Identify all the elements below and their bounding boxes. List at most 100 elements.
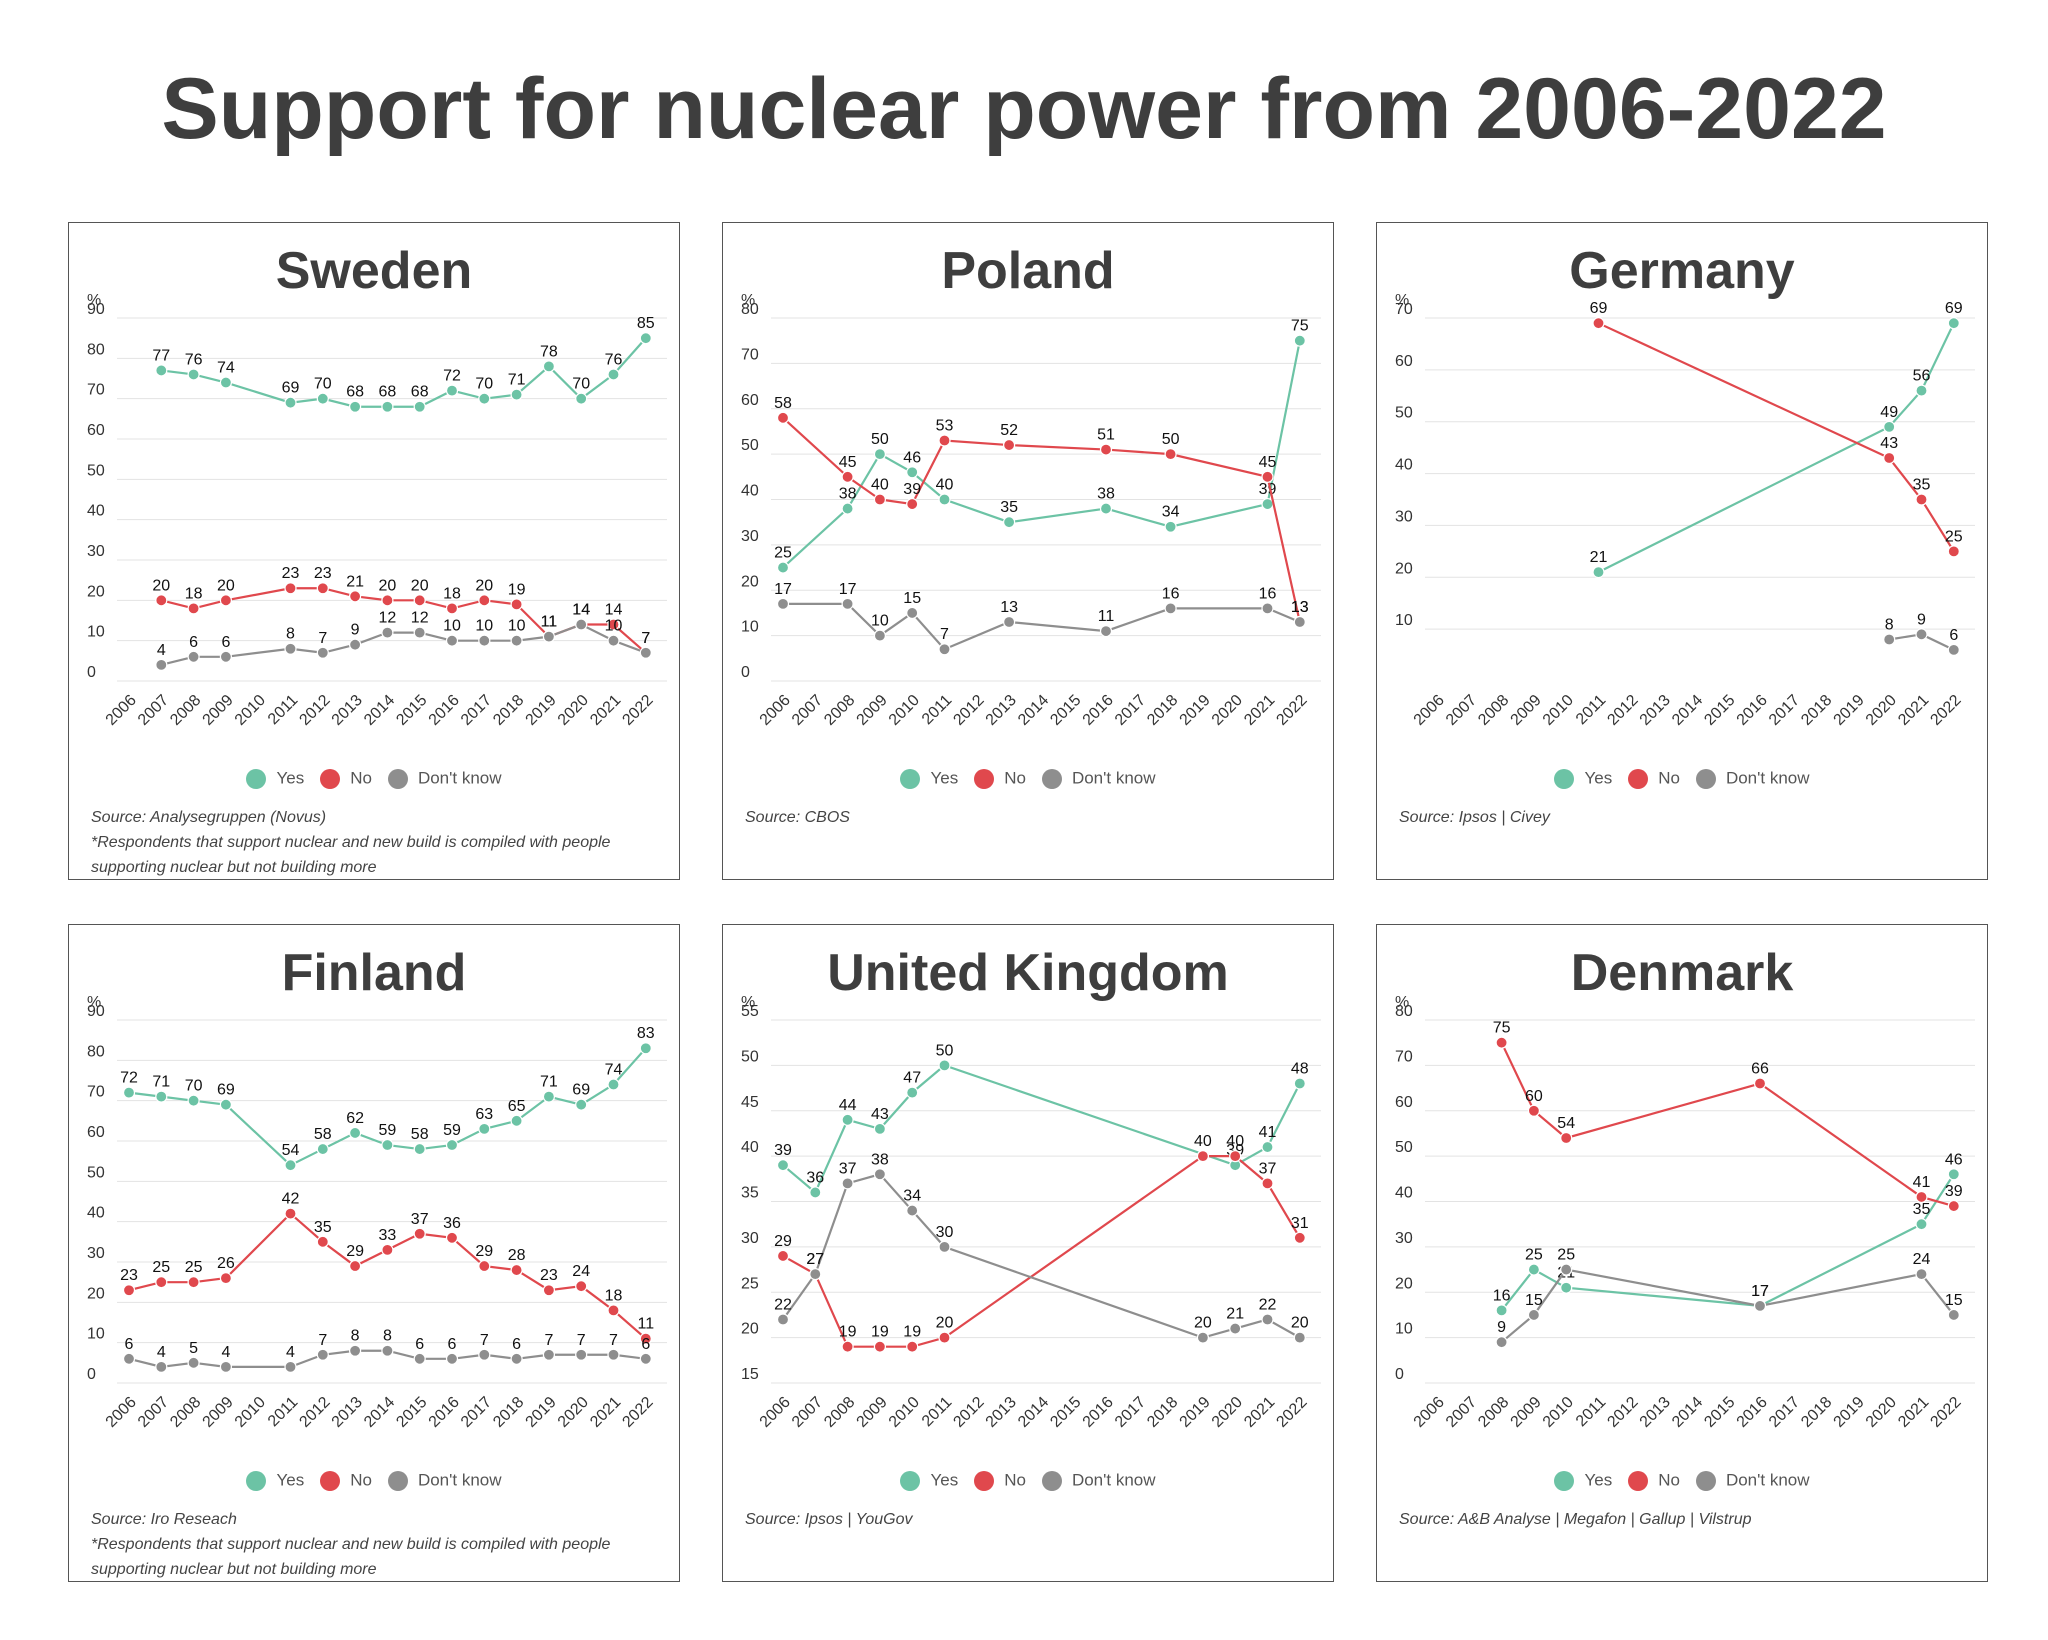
y-tick-label: 10 <box>87 1326 105 1343</box>
data-label: 72 <box>443 368 461 385</box>
data-point <box>381 1243 394 1256</box>
x-tick-label: 2009 <box>200 692 237 729</box>
series-line-yes <box>1500 1173 1955 1312</box>
data-label: 10 <box>508 618 526 635</box>
data-point <box>575 618 588 631</box>
data-label: 11 <box>637 1316 654 1333</box>
data-point <box>284 1159 297 1172</box>
data-point <box>1293 1077 1306 1090</box>
legend-item-yes: Yes <box>246 768 304 789</box>
y-tick-label: 60 <box>1395 353 1413 370</box>
data-point <box>1099 443 1113 456</box>
data-point <box>542 360 555 373</box>
data-point <box>1915 1218 1928 1231</box>
y-tick-label: 30 <box>741 528 759 545</box>
x-tick-label: 2010 <box>886 1394 923 1431</box>
legend-swatch <box>1628 768 1649 789</box>
data-point <box>639 1332 652 1345</box>
legend-swatch <box>387 1470 408 1491</box>
y-tick-label: 10 <box>1395 1321 1413 1338</box>
y-tick-label: 40 <box>1395 1185 1413 1202</box>
data-point <box>219 376 232 389</box>
data-point <box>1947 545 1960 558</box>
y-unit-label: % <box>87 994 101 1011</box>
data-point <box>284 1207 297 1220</box>
source-text: Source: CBOS <box>745 809 850 826</box>
x-tick-label: 2019 <box>1831 1394 1868 1431</box>
x-tick-label: 2011 <box>265 692 301 728</box>
data-label: 7 <box>318 1332 327 1349</box>
data-point <box>873 1168 886 1181</box>
data-label: 7 <box>544 1332 553 1349</box>
x-tick-label: 2020 <box>1863 692 1900 729</box>
data-point <box>122 1086 136 1099</box>
chart-title: United Kingdom <box>827 944 1229 1002</box>
data-label: 24 <box>1913 1251 1931 1268</box>
data-label: 7 <box>641 630 650 647</box>
series-line-yes <box>782 340 1301 569</box>
data-label: 23 <box>120 1267 138 1284</box>
chart-legend: Yes No Don't know <box>723 768 1333 789</box>
y-tick-label: 50 <box>87 1164 105 1181</box>
data-label: 38 <box>871 1151 889 1168</box>
data-label: 65 <box>508 1098 526 1115</box>
data-point <box>607 1078 620 1091</box>
y-tick-label: 90 <box>87 1003 105 1020</box>
data-label: 21 <box>346 573 364 590</box>
data-point <box>510 598 523 611</box>
data-point <box>1915 493 1928 506</box>
series-line-dk <box>782 1173 1301 1339</box>
x-tick-label: 2012 <box>296 1394 333 1431</box>
data-label: 59 <box>443 1122 461 1139</box>
data-point <box>1164 448 1177 461</box>
data-label: 47 <box>903 1070 921 1087</box>
data-label: 21 <box>1226 1306 1244 1323</box>
x-tick-label: 2006 <box>757 1394 794 1431</box>
series-line-dk <box>783 602 1301 651</box>
legend-item-yes: Yes <box>246 1470 304 1491</box>
data-label: 52 <box>1000 422 1018 439</box>
data-label: 54 <box>1557 1115 1575 1132</box>
x-tick-label: 2018 <box>1144 692 1181 729</box>
x-tick-label: 2014 <box>361 1394 398 1431</box>
data-label: 85 <box>637 315 655 332</box>
data-point <box>1560 1263 1573 1276</box>
data-point <box>1229 1322 1242 1335</box>
data-label: 16 <box>1259 585 1277 602</box>
data-point <box>1947 1168 1960 1181</box>
x-tick-label: 2019 <box>523 692 560 729</box>
data-point <box>219 1098 232 1111</box>
data-label: 60 <box>1525 1088 1543 1105</box>
legend-label: No <box>1004 768 1026 788</box>
x-tick-label: 2012 <box>950 1394 987 1431</box>
data-label: 25 <box>774 545 792 562</box>
data-label: 56 <box>1913 368 1931 385</box>
data-point <box>575 1098 588 1111</box>
x-tick-label: 2008 <box>167 692 204 729</box>
x-tick-label: 2010 <box>886 692 923 729</box>
data-label: 72 <box>120 1070 138 1087</box>
data-point <box>575 1280 588 1293</box>
data-label: 20 <box>217 577 235 594</box>
y-tick-label: 15 <box>741 1366 759 1383</box>
data-label: 29 <box>475 1243 493 1260</box>
data-point <box>1560 1281 1573 1294</box>
data-point <box>122 1284 136 1297</box>
data-point <box>187 650 200 663</box>
data-label: 11 <box>541 614 558 631</box>
data-label: 6 <box>125 1336 134 1353</box>
x-tick-label: 2021 <box>1895 692 1932 729</box>
x-tick-label: 2019 <box>523 1394 560 1431</box>
data-point <box>1003 516 1016 529</box>
data-label: 25 <box>1945 528 1963 545</box>
data-point <box>478 1348 491 1361</box>
x-tick-label: 2016 <box>1080 692 1117 729</box>
data-point <box>510 1352 523 1365</box>
y-tick-label: 20 <box>87 1285 105 1302</box>
data-label: 68 <box>379 384 397 401</box>
data-label: 58 <box>774 395 792 412</box>
data-point <box>607 1304 620 1317</box>
x-tick-label: 2012 <box>950 692 987 729</box>
y-tick-label: 80 <box>87 1043 105 1060</box>
legend-item-dk: Don't know <box>1041 768 1156 789</box>
